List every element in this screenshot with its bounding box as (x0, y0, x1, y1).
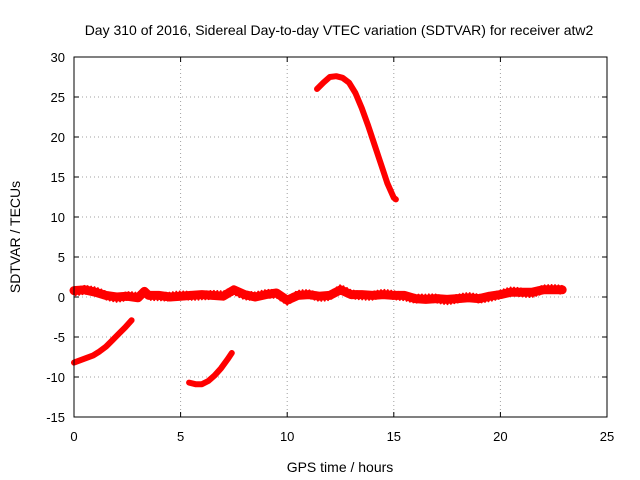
y-tick-label: 5 (58, 250, 65, 265)
series-noise-1 (73, 284, 563, 306)
chart-title: Day 310 of 2016, Sidereal Day-to-day VTE… (85, 22, 594, 38)
y-tick-label: 25 (51, 90, 65, 105)
series-line-4 (314, 73, 399, 203)
data-series (69, 73, 567, 388)
y-tick-label: -5 (53, 330, 65, 345)
y-tick-label: 0 (58, 290, 65, 305)
y-tick-label: 15 (51, 170, 65, 185)
y-tick-label: 10 (51, 210, 65, 225)
y-tick-label: 20 (51, 130, 65, 145)
x-tick-label: 10 (280, 429, 294, 444)
x-tick-label: 5 (177, 429, 184, 444)
y-axis-label: SDTVAR / TECUs (7, 181, 23, 293)
x-axis-label: GPS time / hours (287, 459, 394, 475)
x-tick-label: 20 (493, 429, 507, 444)
y-tick-label: -15 (46, 410, 65, 425)
y-tick-label: 30 (51, 50, 65, 65)
series-line-2 (71, 317, 135, 366)
x-tick-label: 25 (600, 429, 614, 444)
x-tick-label: 15 (387, 429, 401, 444)
axis-ticks: 0 5 10 15 20 25 -15 -10 -5 0 5 10 15 20 25 30 (46, 50, 614, 444)
plot-frame (73, 56, 608, 418)
grid (74, 57, 607, 417)
y-tick-label: -10 (46, 370, 65, 385)
x-tick-label: 0 (70, 429, 77, 444)
series-line-3 (186, 350, 235, 388)
